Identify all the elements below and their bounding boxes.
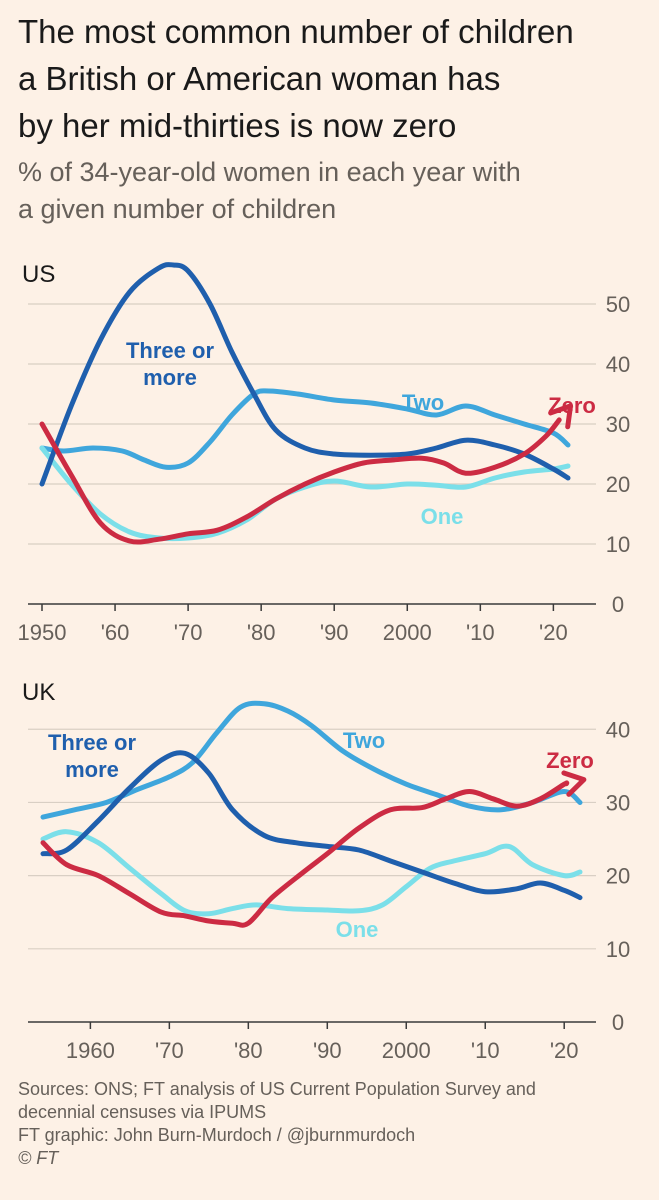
y-tick-label: 10 [606, 937, 630, 962]
x-tick-label: '20 [550, 1038, 579, 1063]
title-line-1: The most common number of children [18, 13, 574, 50]
chart-subtitle: % of 34-year-old women in each year with… [18, 154, 648, 228]
series-line-three_or_more [40, 750, 583, 901]
x-tick-label: 1960 [66, 1038, 115, 1063]
x-tick-label: '80 [247, 620, 276, 645]
y-tick-label: 50 [606, 292, 630, 317]
series-label-zero: Zero [548, 393, 596, 418]
sources-line-2: decennial censuses via IPUMS [18, 1102, 267, 1122]
series-label-zero: Zero [546, 748, 594, 773]
charts-canvas: US 0 10 20 30 40 50 1950 '60 '70 '80 '90 2000 '10 '20 T… [18, 261, 631, 1063]
copyright-symbol: © [18, 1148, 32, 1168]
subtitle-line-1: % of 34-year-old women in each year with [18, 157, 521, 187]
series-line-three_or_more [39, 262, 571, 487]
title-line-2: a British or American woman has [18, 60, 501, 97]
footer: Sources: ONS; FT analysis of US Current … [18, 1078, 648, 1170]
series-label-three-or-more: more [65, 757, 119, 782]
y-tick-label: 40 [606, 717, 630, 742]
series-line-one [39, 445, 571, 542]
x-tick-label: 2000 [382, 1038, 431, 1063]
panel-label-uk: UK [22, 679, 55, 706]
panel-label-us: US [22, 261, 55, 288]
series-line-two [40, 700, 583, 820]
series-line-two [39, 388, 571, 470]
uk-panel: UK 0 10 20 30 40 1960 '70 '80 '90 2000 '10 '20 Two One… [22, 679, 630, 1063]
x-tick-label: '80 [234, 1038, 263, 1063]
series-line-zero [39, 417, 562, 545]
chart-title: The most common number of children a Bri… [18, 8, 648, 149]
series-line-zero [40, 780, 570, 928]
series-label-one: One [336, 917, 379, 942]
y-tick-label: 20 [606, 472, 630, 497]
y-tick-label: 30 [606, 412, 630, 437]
x-tick-label: 2000 [383, 620, 432, 645]
us-panel: US 0 10 20 30 40 50 1950 '60 '70 '80 '90 2000 '10 '20 T… [18, 261, 631, 645]
x-tick-label: '90 [313, 1038, 342, 1063]
y-tick-label: 0 [612, 592, 624, 617]
copyright-org: FT [36, 1148, 59, 1168]
series-label-three-or-more: more [143, 365, 197, 390]
title-line-3: by her mid-thirties is now zero [18, 107, 457, 144]
copyright: © FT [18, 1147, 648, 1170]
x-tick-label: '10 [466, 620, 495, 645]
sources-line-1: Sources: ONS; FT analysis of US Current … [18, 1079, 536, 1099]
x-tick-label: '60 [101, 620, 130, 645]
zero-arrowhead [548, 403, 574, 430]
series-label-three-or-more: Three or [48, 730, 136, 755]
subtitle-line-2: a given number of children [18, 194, 337, 224]
y-tick-label: 0 [612, 1010, 624, 1035]
credit-line: FT graphic: John Burn-Murdoch / @jburnmu… [18, 1125, 416, 1145]
x-tick-label: '70 [174, 620, 203, 645]
y-tick-label: 30 [606, 790, 630, 815]
series-label-two: Two [402, 390, 444, 415]
series-label-one: One [421, 504, 464, 529]
x-tick-label: '90 [320, 620, 349, 645]
x-tick-label: '70 [155, 1038, 184, 1063]
series-label-two: Two [343, 728, 385, 753]
x-tick-label: '10 [471, 1038, 500, 1063]
y-tick-label: 40 [606, 352, 630, 377]
y-tick-label: 20 [606, 864, 630, 889]
y-tick-label: 10 [606, 532, 630, 557]
x-tick-label: '20 [539, 620, 568, 645]
zero-arrowhead [561, 770, 587, 797]
series-line-one [40, 829, 583, 917]
x-tick-label: 1950 [18, 620, 67, 645]
series-label-three-or-more: Three or [126, 338, 214, 363]
